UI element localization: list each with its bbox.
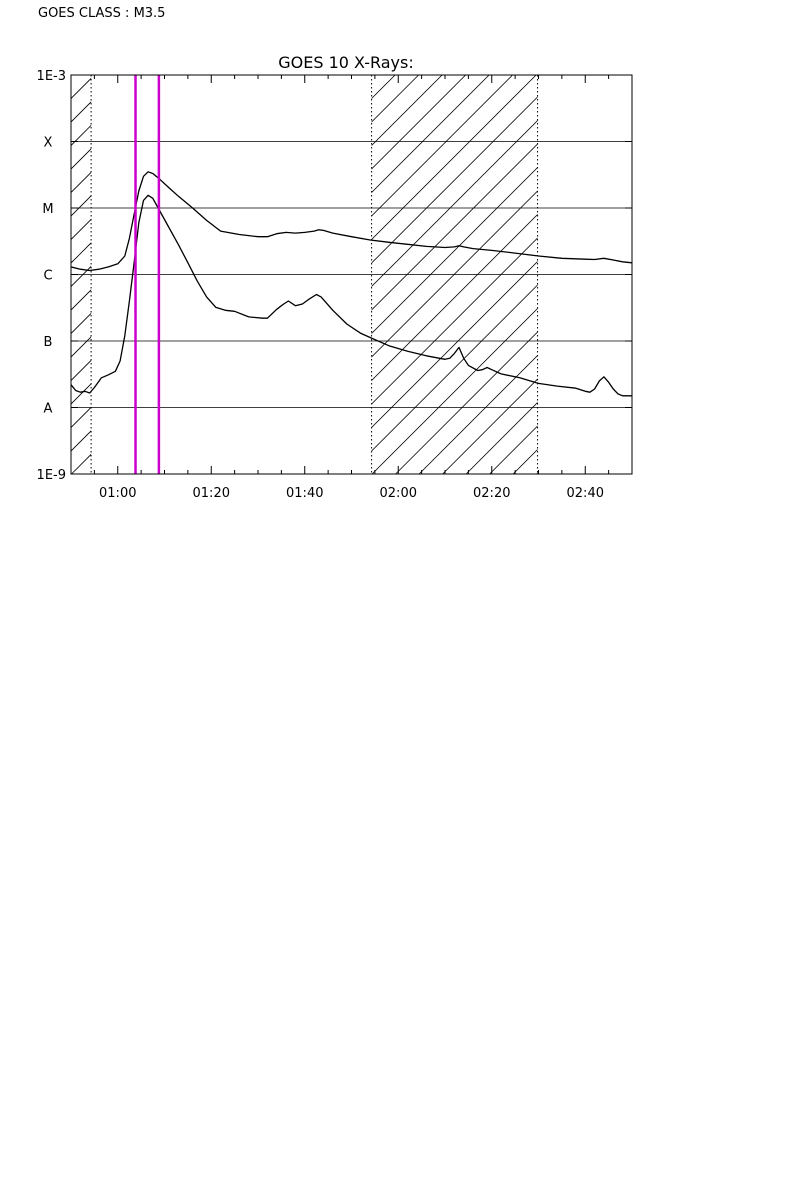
goes-class-label: GOES CLASS : M3.5: [38, 6, 166, 21]
x-tick-label-1: 01:20: [193, 486, 230, 501]
x-tick-label-3: 02:00: [380, 486, 417, 501]
y-tick-label-6: 1E-9: [37, 468, 66, 483]
y-tick-label-0: 1E-3: [37, 69, 66, 84]
y-tick-label-2: M: [42, 202, 53, 217]
x-ticks: 01:00 01:20 01:40 02:00 02:20 02:40: [70, 75, 633, 501]
y-tick-label-1: X: [44, 136, 53, 151]
y-tick-label-5: A: [44, 402, 53, 417]
y-tick-label-3: C: [43, 269, 52, 284]
x-tick-label-4: 02:20: [473, 486, 510, 501]
marker-lines: [134, 75, 161, 474]
series-line-1: [71, 171, 632, 272]
x-tick-label-5: 02:40: [567, 486, 604, 501]
x-tick-label-2: 01:40: [286, 486, 323, 501]
series-line-2: [71, 194, 632, 397]
grid-lines: [71, 141, 632, 408]
y-tick-label-4: B: [44, 335, 53, 350]
chart-title: GOES 10 X-Rays:: [278, 53, 414, 72]
goes-xray-chart: GOES 10 X-Rays: 1E-3 X M C B A 1E-9 01:00 01:20…: [37, 53, 633, 501]
x-tick-label-0: 01:00: [99, 486, 136, 501]
series-layer: [71, 171, 632, 397]
y-ticks: 1E-3 X M C B A 1E-9: [37, 69, 632, 483]
